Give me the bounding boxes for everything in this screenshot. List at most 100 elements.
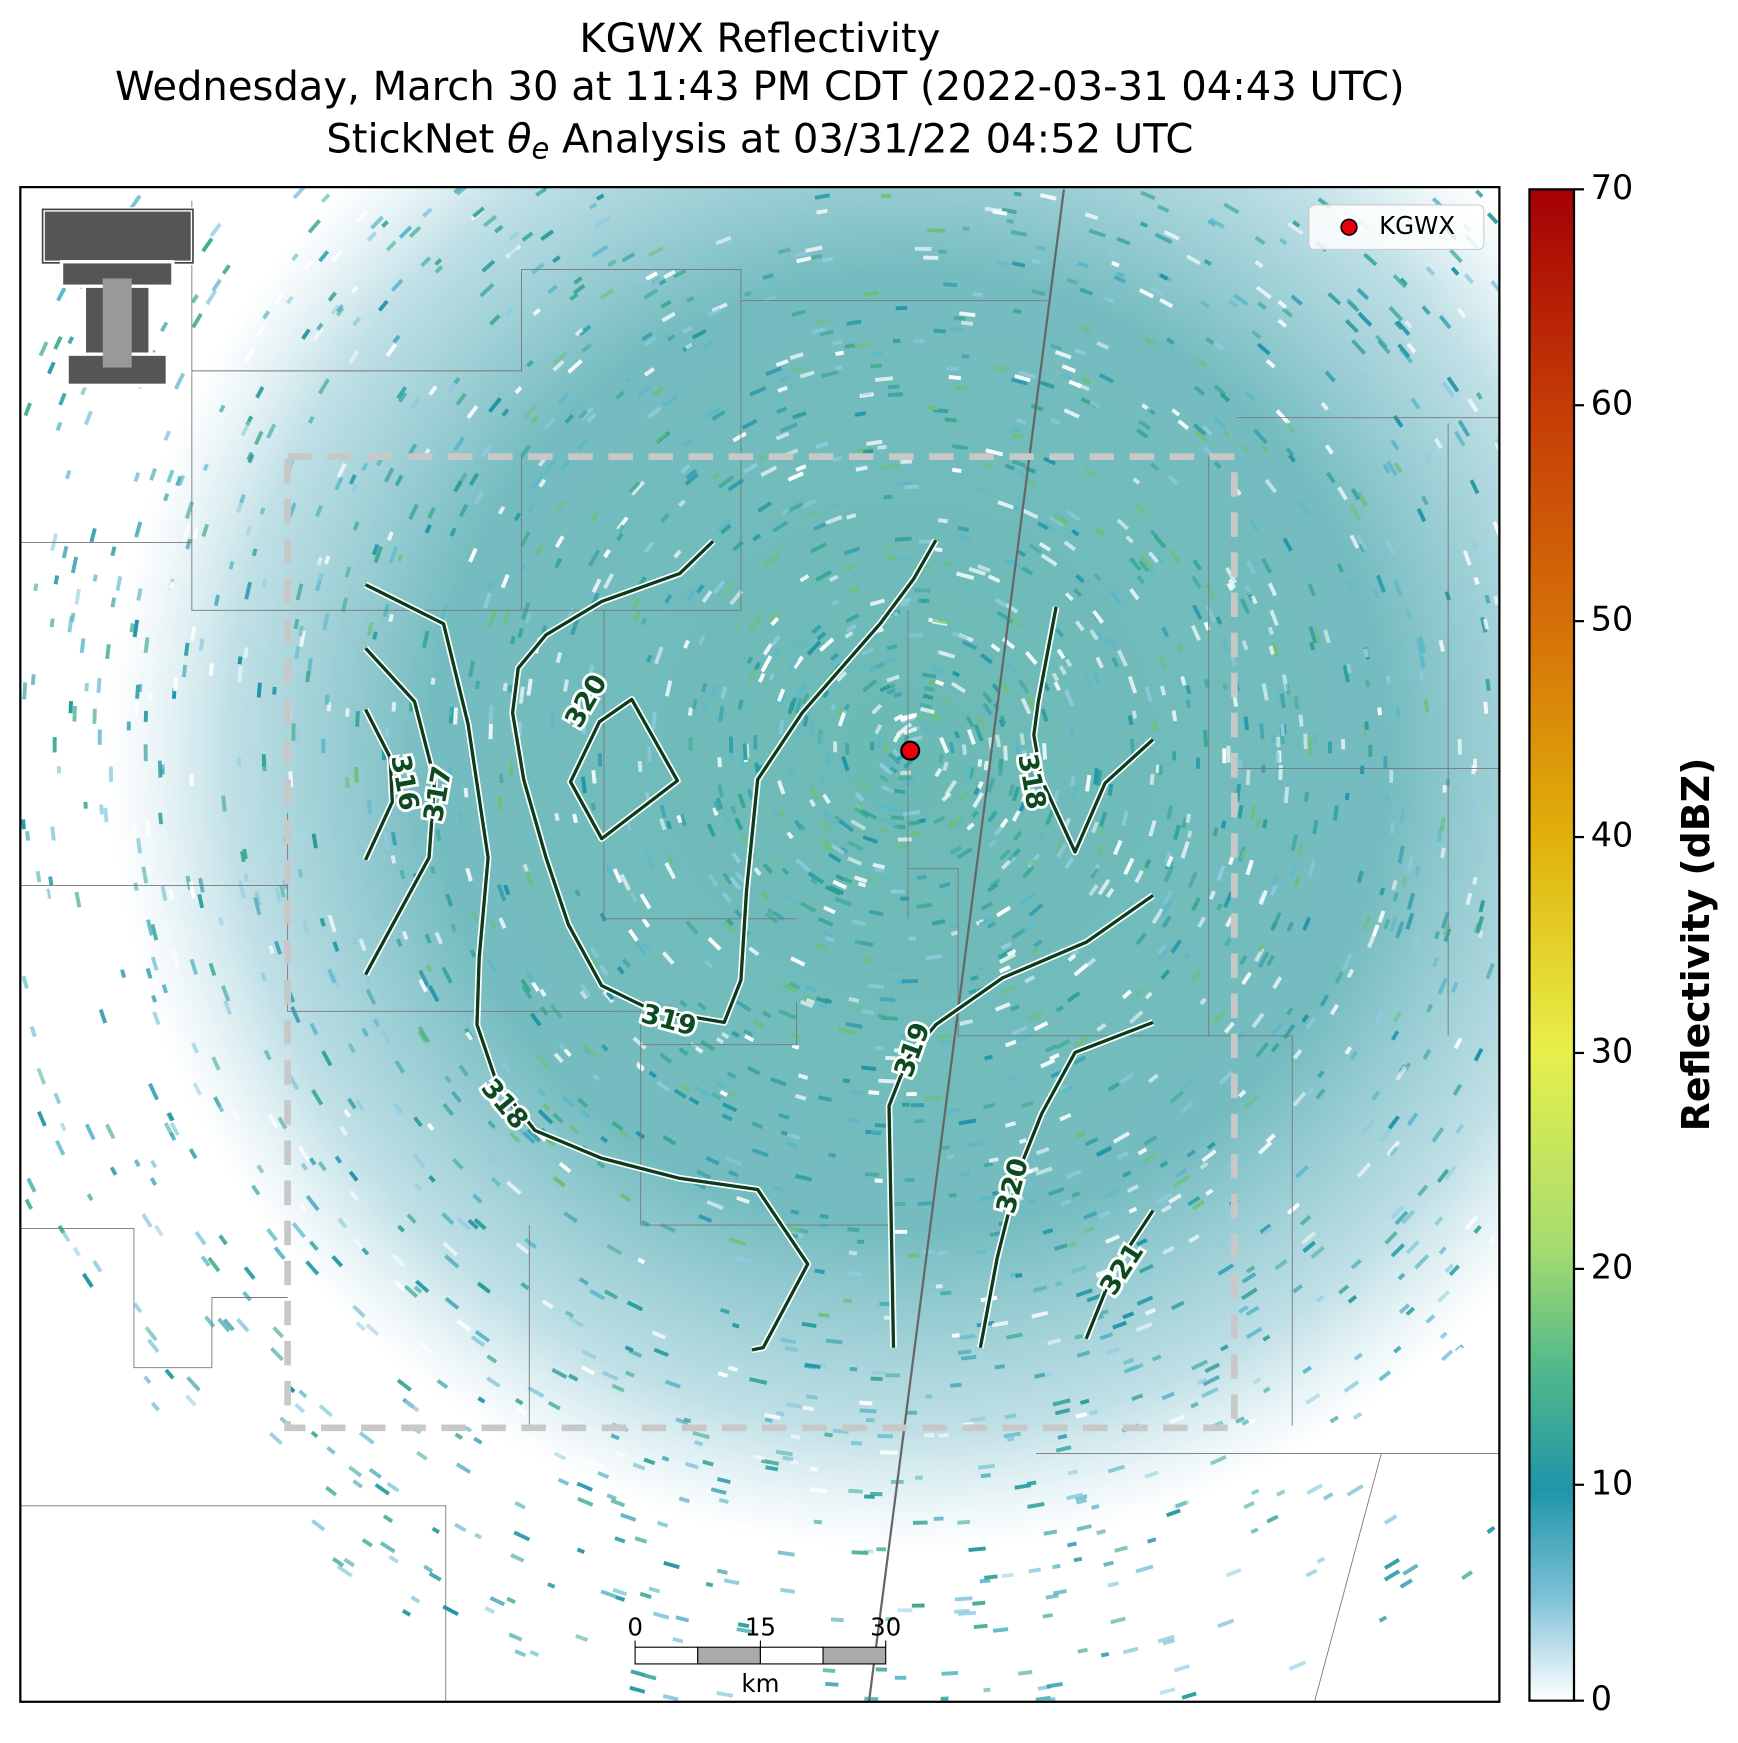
echo <box>1032 1285 1048 1293</box>
echo <box>436 1379 449 1390</box>
echo <box>712 579 726 595</box>
echo <box>1329 1003 1339 1016</box>
echo <box>390 855 397 864</box>
echo <box>450 923 457 933</box>
echo <box>795 858 812 873</box>
echo <box>1065 1169 1082 1179</box>
echo <box>83 801 88 809</box>
echo <box>1098 811 1108 827</box>
echo <box>907 633 924 638</box>
echo <box>661 311 676 323</box>
echo <box>1252 1377 1262 1385</box>
echo <box>539 988 547 998</box>
echo <box>505 244 522 259</box>
echo <box>850 819 867 831</box>
echo <box>648 1070 657 1079</box>
echo <box>486 1354 498 1364</box>
echo <box>691 328 707 340</box>
echo <box>771 808 779 819</box>
echo <box>327 968 337 984</box>
echo <box>1475 915 1485 934</box>
echo <box>385 343 398 357</box>
echo <box>566 1673 585 1684</box>
echo <box>811 327 826 335</box>
echo <box>1001 683 1011 695</box>
echo <box>630 480 646 496</box>
echo <box>1019 1662 1036 1669</box>
echo <box>834 896 852 907</box>
echo <box>1156 1192 1173 1204</box>
echo <box>1116 518 1129 531</box>
echo <box>463 787 469 798</box>
echo <box>1426 1003 1434 1013</box>
echo <box>666 1020 681 1034</box>
echo <box>933 328 946 334</box>
echo <box>1143 1134 1158 1147</box>
echo <box>1152 721 1158 732</box>
echo <box>1238 759 1243 768</box>
echo <box>1126 1184 1139 1194</box>
echo <box>625 1370 635 1378</box>
echo <box>1185 699 1191 709</box>
echo <box>1414 1254 1430 1270</box>
echo <box>89 753 94 766</box>
echo <box>1024 650 1038 665</box>
echo <box>466 405 479 419</box>
echo <box>1037 521 1049 531</box>
echo <box>479 282 495 298</box>
echo <box>1284 421 1296 434</box>
echo <box>872 1370 886 1375</box>
echo <box>1305 1393 1321 1405</box>
echo <box>949 845 963 855</box>
echo <box>748 946 760 957</box>
echo <box>253 430 264 446</box>
echo <box>1096 1022 1107 1032</box>
echo <box>973 786 981 796</box>
echo <box>819 329 834 337</box>
echo <box>870 1615 887 1620</box>
echo <box>53 335 63 350</box>
echo <box>830 652 839 662</box>
echo <box>516 1407 528 1416</box>
echo <box>1169 1090 1185 1104</box>
echo <box>1305 1568 1318 1578</box>
echo <box>923 255 939 260</box>
echo <box>814 193 831 200</box>
echo <box>1391 879 1398 891</box>
echo <box>673 549 682 559</box>
echo <box>1371 924 1380 937</box>
echo <box>250 1231 260 1242</box>
echo <box>1186 830 1193 839</box>
echo <box>1168 1193 1182 1204</box>
echo <box>1431 956 1440 968</box>
echo <box>854 939 873 947</box>
echo <box>860 391 872 397</box>
echo <box>729 752 734 760</box>
echo <box>1107 1464 1126 1474</box>
echo <box>1416 508 1427 523</box>
echo <box>1222 430 1231 439</box>
echo <box>589 512 599 524</box>
echo <box>998 719 1005 728</box>
echo <box>969 975 979 982</box>
echo <box>290 1006 301 1024</box>
echo <box>505 306 515 316</box>
echo <box>801 499 817 509</box>
echo <box>949 326 963 332</box>
echo <box>1217 1241 1227 1250</box>
analysis-domain <box>284 453 1238 1432</box>
echo <box>849 585 860 593</box>
echo <box>716 519 731 533</box>
echo <box>394 1060 406 1074</box>
echo <box>778 1009 797 1020</box>
echo <box>623 376 632 384</box>
echo <box>975 715 987 732</box>
echo <box>1029 766 1035 782</box>
echo <box>256 682 262 698</box>
echo <box>1292 1048 1303 1060</box>
echo <box>1241 1419 1250 1426</box>
echo <box>646 406 662 420</box>
echo <box>719 1089 729 1097</box>
echo <box>819 819 831 831</box>
contour-line <box>978 1020 1154 1348</box>
